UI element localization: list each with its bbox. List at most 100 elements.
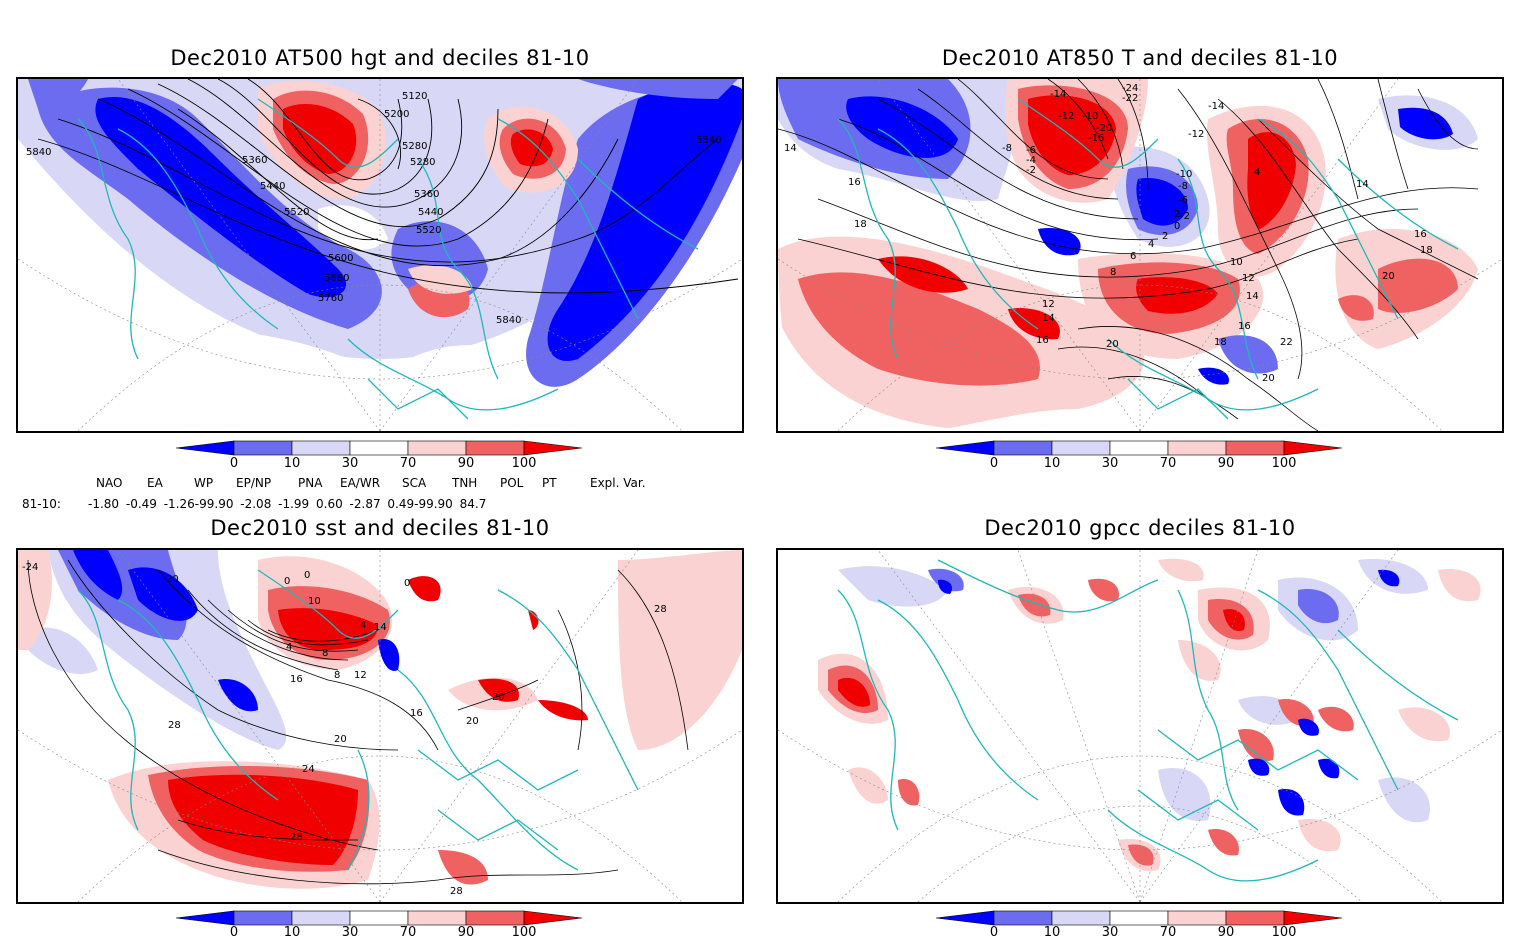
index-header-pna: PNA	[298, 476, 323, 490]
colorbar-tick: 70	[399, 925, 417, 940]
colorbar-segment	[407, 910, 467, 926]
colorbar-tick: 0	[989, 925, 999, 940]
colorbar-segment	[1109, 440, 1169, 456]
colorbar-segment	[936, 910, 995, 926]
contour-label: 24	[302, 764, 315, 775]
colorbar-top-right	[936, 440, 1343, 456]
colorbar-segment	[1109, 910, 1169, 926]
contour-label: 0	[284, 576, 290, 587]
contour-label: 2	[1162, 231, 1168, 242]
contour-label: 20	[1106, 339, 1119, 350]
colorbar-tick: 10	[283, 925, 301, 940]
colorbar-segment	[291, 440, 351, 456]
colorbar-segment	[523, 910, 583, 926]
colorbar-tick: 10	[283, 456, 301, 471]
colorbar-segment	[523, 440, 583, 456]
contour-label: 18	[1214, 337, 1227, 348]
contour-label: 12	[1242, 273, 1255, 284]
contour-label: -8	[1002, 143, 1012, 154]
contour-label: 4	[286, 642, 292, 653]
colorbar-segment	[1167, 910, 1227, 926]
colorbar-tick: 30	[341, 456, 359, 471]
contour-labels-sst: -24 20 0 0 0 10 4 4 8 14 12 16 16 20 20 …	[22, 562, 667, 897]
contour-label: 5120	[402, 91, 427, 102]
contour-label: 14	[1356, 179, 1369, 190]
colorbar-tick: 100	[1271, 925, 1297, 940]
contour-label: 16	[1036, 335, 1049, 346]
contour-label: 14	[784, 143, 797, 154]
contour-label: 5520	[416, 225, 441, 236]
contour-label: 16	[1414, 229, 1427, 240]
index-header-pt: PT	[542, 476, 557, 490]
colorbar-ticks-bottom-left: 0 10 30 70 90 100	[176, 925, 586, 941]
index-header-sca: SCA	[402, 476, 427, 490]
contour-label: 5200	[384, 109, 409, 120]
contour-label: 22	[1280, 337, 1293, 348]
colorbar-tick: 0	[229, 456, 239, 471]
contour-label: -14	[1208, 101, 1224, 112]
contour-label: -22	[1122, 93, 1138, 104]
panel-title-t850: Dec2010 AT850 T and deciles 81-10	[941, 46, 1339, 70]
colorbar-tick: 10	[1043, 925, 1061, 940]
map-panel-t850: -24 -22 -14 -12 -10 -20 -16 -14 -12 -8 -…	[776, 77, 1504, 433]
index-header-pol: POL	[500, 476, 524, 490]
colorbar-segment	[1225, 440, 1285, 456]
colorbar-bottom-right	[936, 910, 1343, 926]
contour-label: 5440	[260, 181, 285, 192]
colorbar-segment	[349, 440, 409, 456]
colorbar-segment	[233, 440, 293, 456]
contour-label: 5360	[414, 189, 439, 200]
colorbar-bottom-left	[176, 910, 583, 926]
colorbar-tick: 90	[457, 456, 475, 471]
contour-label: 10	[1230, 257, 1243, 268]
map-panel-sst: -24 20 0 0 0 10 4 4 8 14 12 16 16 20 20 …	[16, 548, 744, 904]
colorbar-segment	[1051, 910, 1111, 926]
contour-label: 18	[854, 219, 867, 230]
contour-label: 28	[654, 604, 667, 615]
colorbar-tick: 90	[1217, 925, 1235, 940]
index-header-epnp: EP/NP	[236, 476, 272, 490]
colorbar-segment	[1167, 440, 1227, 456]
map-panel-gpcc	[776, 548, 1504, 904]
contour-label: 16	[1238, 321, 1251, 332]
colorbar-ticks-top-right: 0 10 30 70 90 100	[936, 456, 1346, 472]
index-header-ea: EA	[147, 476, 163, 490]
contour-label: -24	[22, 562, 38, 573]
colorbar-segment	[1225, 910, 1285, 926]
contour-label: 14	[374, 622, 387, 633]
contour-label: 20	[1262, 373, 1275, 384]
contour-label: -14	[1050, 89, 1066, 100]
contour-label: 5440	[418, 207, 443, 218]
colorbar-tick: 70	[399, 456, 417, 471]
colorbar-segment	[1283, 910, 1343, 926]
contour-label: 5360	[242, 155, 267, 166]
contour-label: 20	[166, 574, 179, 585]
colorbar-segment	[291, 910, 351, 926]
contour-label: 4	[1148, 239, 1154, 250]
colorbar-tick: 70	[1159, 925, 1177, 940]
colorbar-segment	[176, 440, 235, 456]
colorbar-segment	[465, 910, 525, 926]
contour-label: -4	[1026, 155, 1036, 166]
colorbar-top-left	[176, 440, 583, 456]
colorbar-segment	[993, 910, 1053, 926]
contour-label: 28	[290, 832, 303, 843]
contour-label: 28	[168, 720, 181, 731]
contour-label: 18	[1420, 245, 1433, 256]
map-panel-hgt500: 5120 5200 5280 5280 5360 5360 5440 5440 …	[16, 77, 744, 433]
contour-label: 0	[404, 578, 410, 589]
contour-label: 0	[1174, 221, 1180, 232]
contour-label: -16	[1088, 133, 1104, 144]
contour-label: 12	[1042, 299, 1055, 310]
colorbar-segment	[349, 910, 409, 926]
contour-label: 5280	[410, 157, 435, 168]
colorbar-tick: 100	[1271, 456, 1297, 471]
contour-label: 28	[450, 886, 463, 897]
contour-label: 2	[1174, 209, 1180, 220]
colorbar-tick: 0	[989, 456, 999, 471]
colorbar-tick: 100	[511, 925, 537, 940]
colorbar-segment	[176, 910, 235, 926]
contour-label: 8	[334, 670, 340, 681]
colorbar-segment	[233, 910, 293, 926]
contour-label: 20	[466, 716, 479, 727]
